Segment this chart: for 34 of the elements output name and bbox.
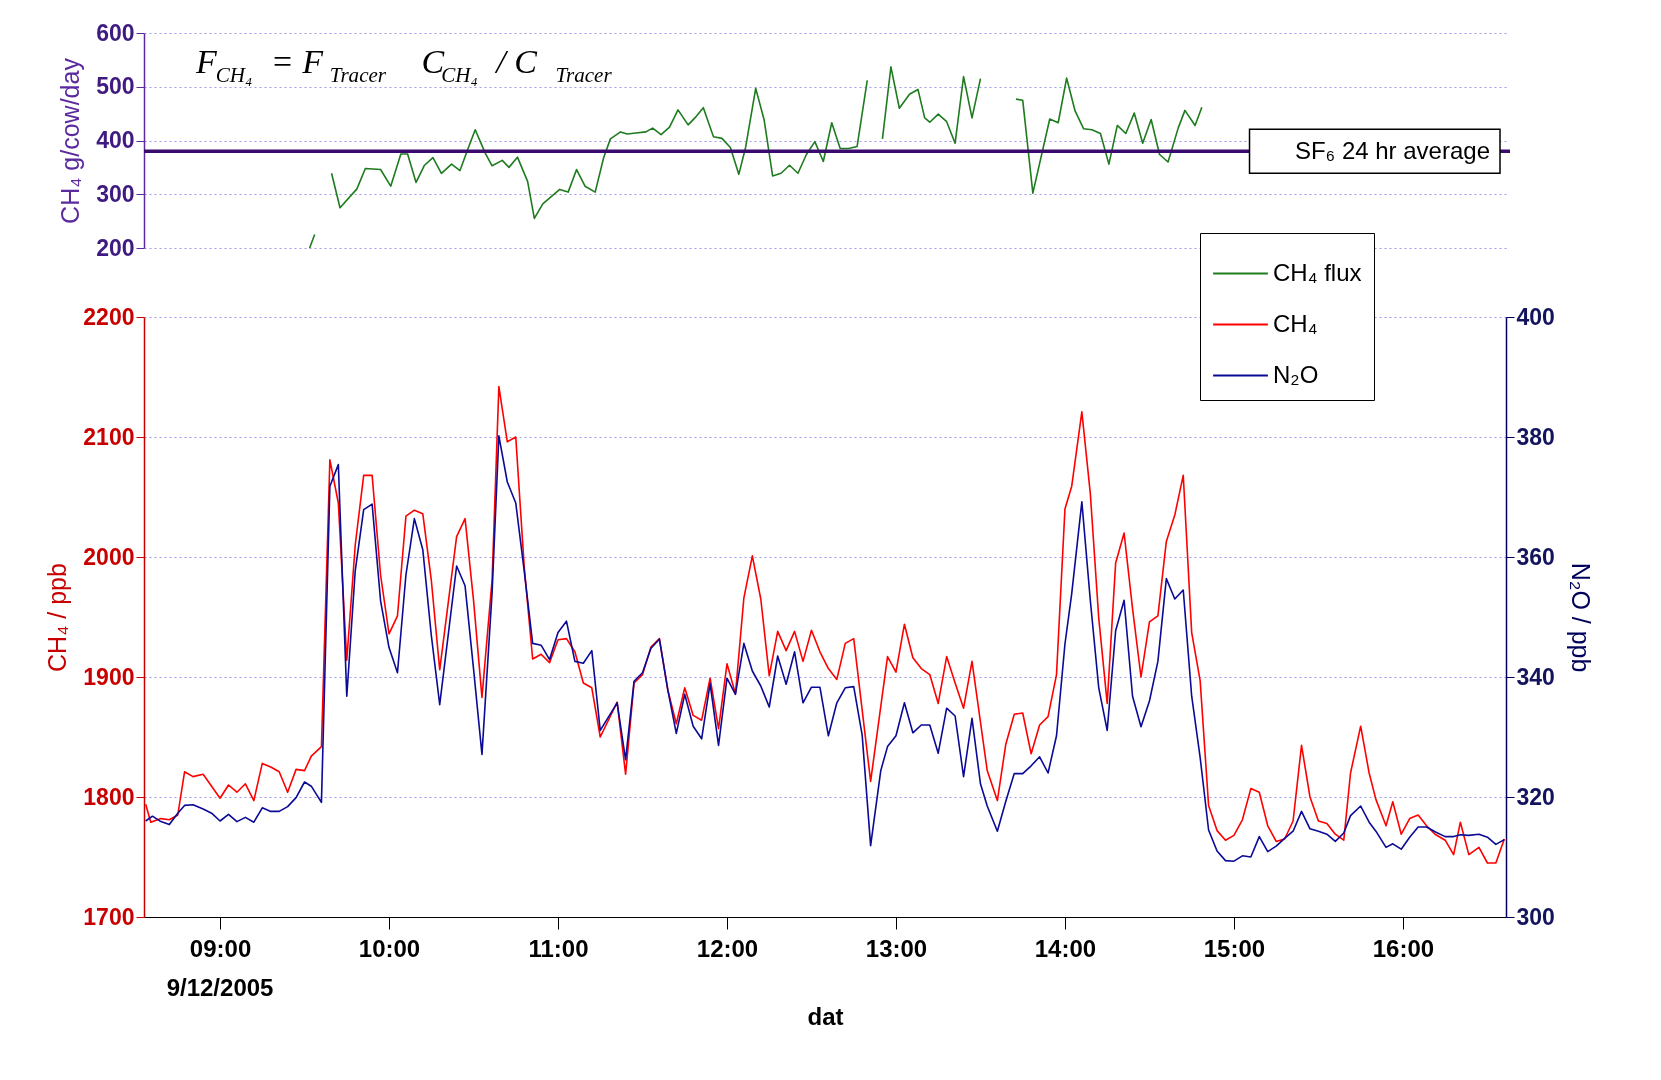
y-tick-label: 2000 [83, 543, 135, 570]
x-tick-label: 11:00 [528, 934, 589, 962]
x-tick-label: 13:00 [865, 934, 928, 962]
y-tick-label: 200 [96, 234, 135, 261]
y2-tick-label: 320 [1516, 783, 1555, 810]
legend-label: CH₄ flux [1273, 258, 1362, 286]
x-tick-label: 09:00 [189, 934, 252, 962]
y-tick-label: 600 [96, 19, 135, 46]
y-tick-label: 300 [96, 180, 135, 207]
y-tick-label: 2200 [83, 303, 135, 330]
y-tick-label: 500 [96, 73, 135, 100]
text: 9/12/2005 [166, 974, 274, 1001]
y2-tick-label: 340 [1516, 663, 1555, 690]
legend-label: CH₄ [1273, 309, 1318, 337]
y-axis-title: CH₄ g/cow/day [56, 57, 85, 224]
y-axis-title: CH₄ / ppb [43, 563, 72, 672]
y2-tick-label: 360 [1516, 543, 1555, 570]
y2-tick-label: 380 [1516, 423, 1555, 450]
ref-line-label: SF₆ 24 hr average [1294, 137, 1490, 165]
x-axis-title: dat [807, 1002, 844, 1030]
y2-axis-title: N₂O / ppb [1566, 562, 1595, 673]
legend-label: N₂O [1273, 360, 1319, 388]
x-tick-label: 15:00 [1203, 934, 1266, 962]
x-tick-label: 12:00 [696, 934, 759, 962]
x-tick-label: 14:00 [1034, 934, 1097, 962]
y-tick-label: 2100 [83, 423, 135, 450]
y-tick-label: 400 [96, 127, 135, 153]
y2-tick-label: 300 [1516, 903, 1555, 930]
x-tick-label: 10:00 [358, 934, 421, 962]
y-tick-label: 1700 [83, 903, 135, 930]
y-tick-label: 1800 [83, 783, 135, 810]
y2-tick-label: 400 [1516, 303, 1555, 330]
y-tick-label: 1900 [83, 663, 135, 690]
x-tick-label: 16:00 [1372, 934, 1435, 962]
